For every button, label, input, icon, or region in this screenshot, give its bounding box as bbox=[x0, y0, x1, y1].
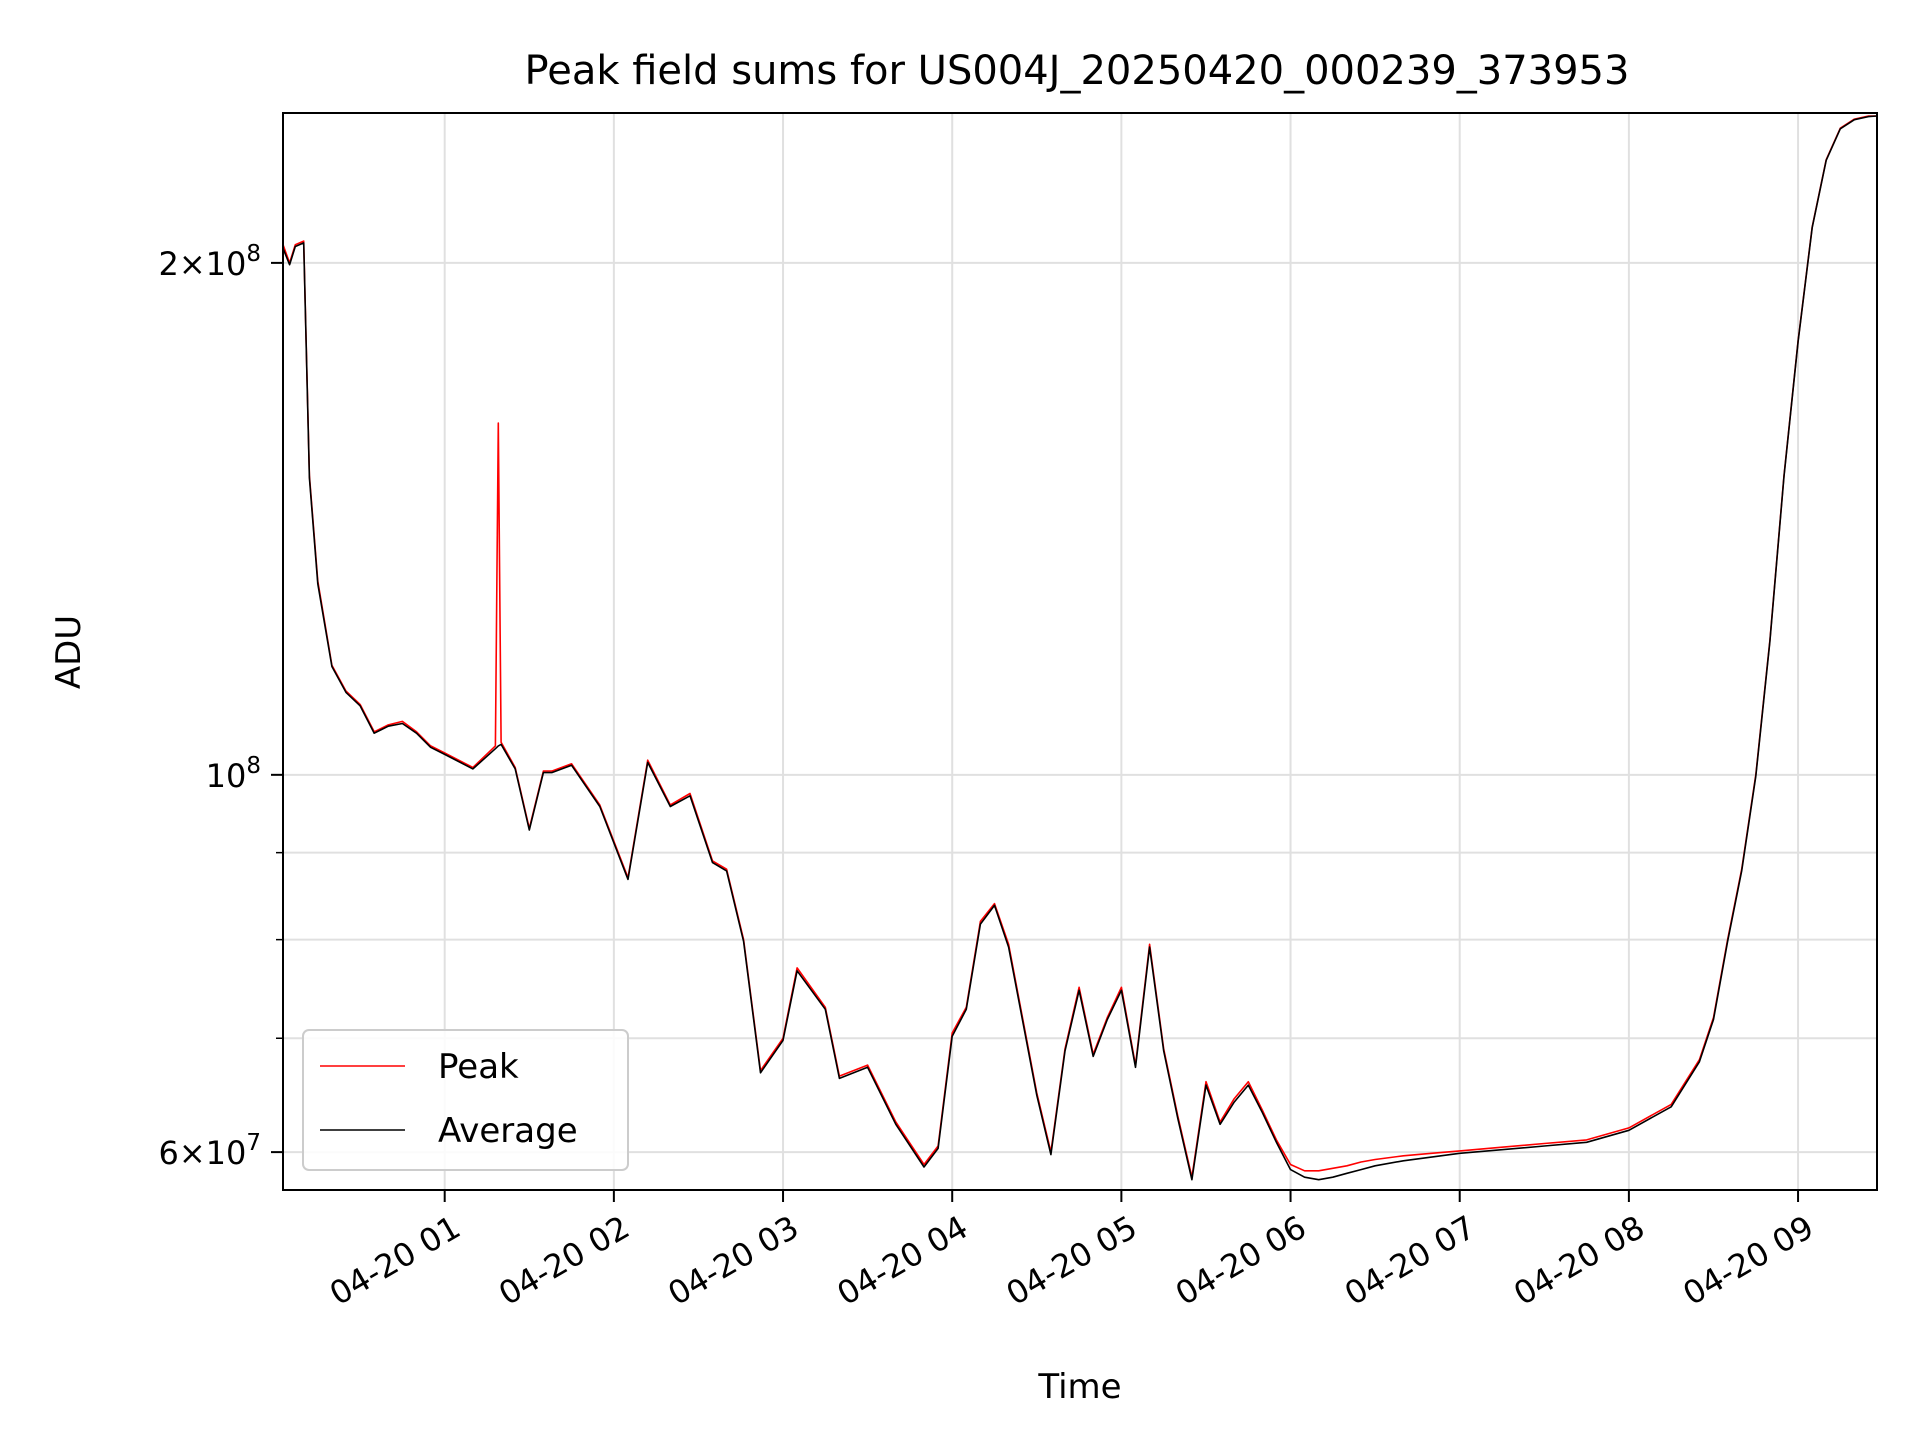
plot-area-frame bbox=[282, 112, 1878, 1191]
y-tick-label: 108 bbox=[206, 753, 261, 795]
x-axis-title: Time bbox=[1037, 1367, 1121, 1407]
series-line-average bbox=[282, 115, 1878, 1181]
chart-title: Peak field sums for US004J_20250420_0002… bbox=[525, 48, 1630, 94]
y-tick-label: 2×108 bbox=[158, 241, 261, 283]
legend-box bbox=[302, 1029, 629, 1171]
y-axis-ticks: 6×107 108 2×108 bbox=[158, 241, 283, 1172]
y-axis-title: ADU bbox=[49, 615, 89, 689]
series-lines bbox=[282, 115, 1878, 1181]
legend: Peak Average bbox=[302, 1029, 629, 1171]
grid-lines bbox=[283, 113, 1877, 1190]
y-tick-label: 6×107 bbox=[158, 1130, 261, 1172]
legend-label-average: Average bbox=[438, 1111, 578, 1151]
legend-label-peak: Peak bbox=[438, 1047, 519, 1087]
